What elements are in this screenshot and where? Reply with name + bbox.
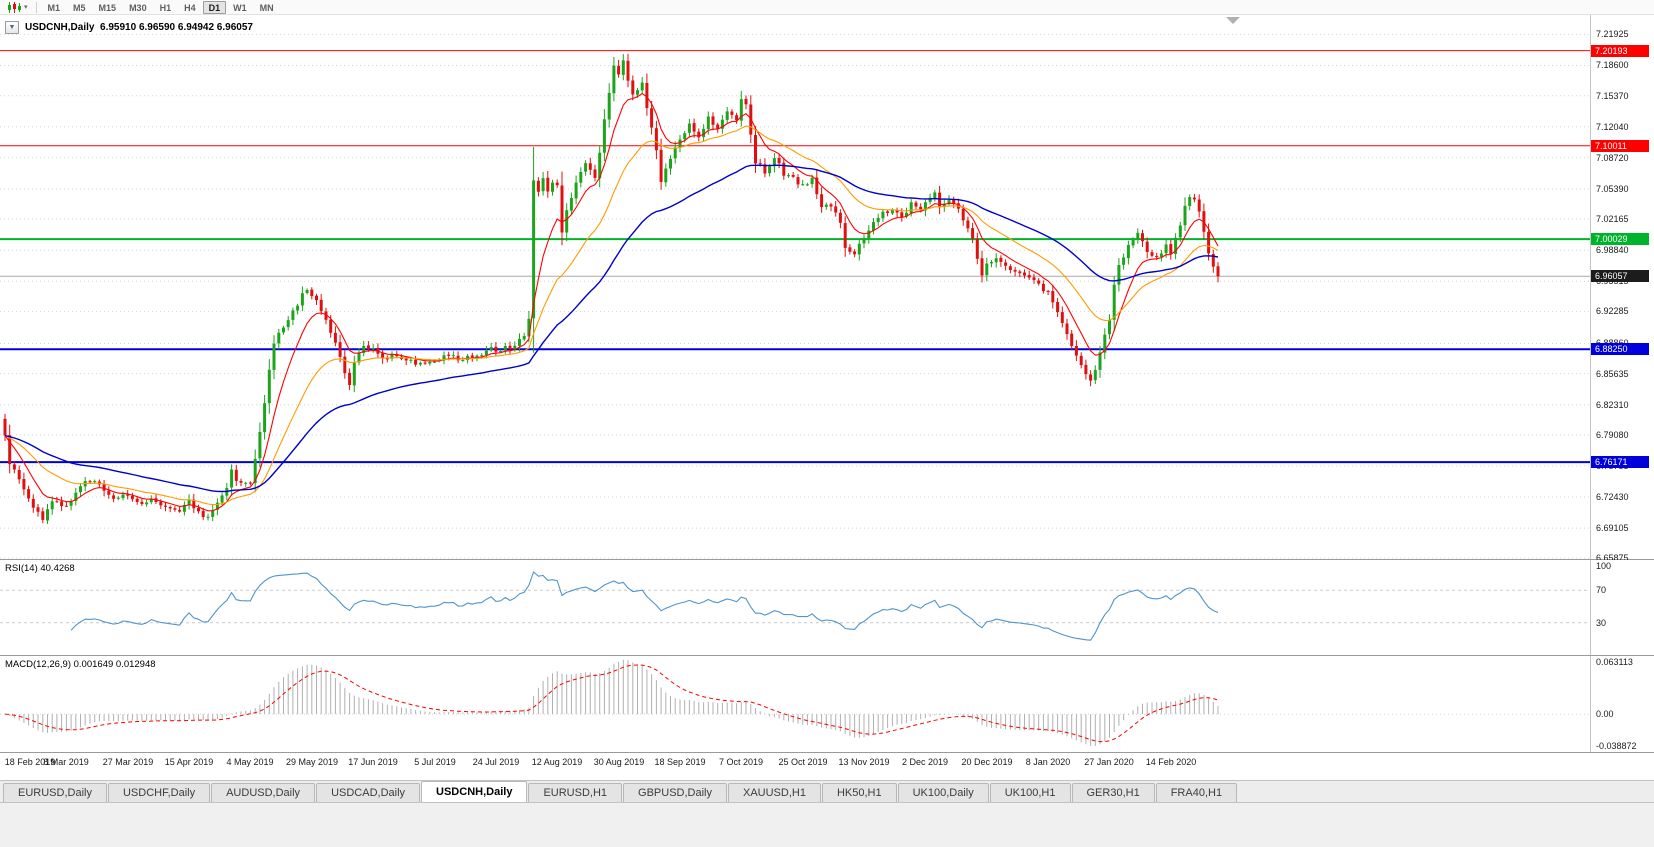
price-axis-label: 7.18600 [1596, 60, 1629, 70]
price-axis[interactable]: 7.21925 7.18600 7.15370 7.12040 7.08720 7.053… [1590, 15, 1654, 563]
price-axis-label: 6.98840 [1596, 245, 1629, 255]
date-axis-label: 18 Sep 2019 [654, 757, 706, 767]
date-axis-label: 18 Feb 2019 [4, 757, 56, 767]
date-axis-label: 13 Nov 2019 [838, 757, 890, 767]
date-axis-label: 8 Mar 2019 [43, 757, 89, 767]
price-axis-label: 6.72430 [1596, 492, 1629, 502]
price-axis-label: 6.69105 [1596, 523, 1629, 533]
rsi-chart[interactable] [0, 560, 1590, 655]
chart-tab-UK100-Daily[interactable]: UK100,Daily [897, 783, 989, 802]
date-axis-label: 30 Aug 2019 [593, 757, 645, 767]
timeframe-button-M1[interactable]: M1 [47, 2, 61, 13]
date-axis-label: 17 Jun 2019 [348, 757, 398, 767]
chevron-down-icon: ▾ [24, 3, 28, 11]
price-axis-label: 7.21925 [1596, 29, 1629, 39]
toolbar-separator [35, 1, 37, 13]
timeframe-buttons: M1 M5 M15 M30 H1 H4 D1 W1 MN [42, 0, 281, 14]
chart-shift-marker [1226, 17, 1240, 24]
chart-tab-EURUSD-Daily[interactable]: EURUSD,Daily [3, 783, 107, 802]
price-chart-panel: 7.21925 7.18600 7.15370 7.12040 7.08720 7.053… [0, 15, 1654, 563]
chart-tab-XAUUSD-H1[interactable]: XAUUSD,H1 [727, 783, 821, 802]
date-axis-label: 24 Jul 2019 [472, 757, 520, 767]
price-axis-label: 7.02165 [1596, 214, 1629, 224]
price-level-badge: 7.00029 [1591, 233, 1649, 245]
rsi-axis-label: 100 [1596, 561, 1612, 571]
date-axis-label: 5 Jul 2019 [414, 757, 456, 767]
chart-tab-UK100-H1[interactable]: UK100,H1 [989, 783, 1071, 802]
chart-tab-USDCNH-Daily[interactable]: USDCNH,Daily [421, 781, 528, 802]
current-price-badge: 6.96057 [1591, 270, 1649, 282]
chart-tabs-bar: EURUSD,Daily USDCHF,Daily AUDUSD,Daily USDC… [0, 780, 1654, 802]
price-axis-label: 7.12040 [1596, 122, 1629, 132]
date-axis-label: 27 Mar 2019 [102, 757, 154, 767]
macd-chart[interactable] [0, 656, 1590, 752]
macd-axis-label: -0.038872 [1596, 741, 1637, 751]
timeframe-button-M15[interactable]: M15 [98, 2, 117, 13]
price-axis-label: 6.82310 [1596, 400, 1629, 410]
rsi-label: RSI(14) 40.4268 [5, 563, 75, 574]
chart-title: ▼ USDCNH,Daily 6.95910 6.96590 6.94942 6… [5, 21, 253, 34]
price-axis-label: 6.92285 [1596, 306, 1629, 316]
chart-tab-EURUSD-H1[interactable]: EURUSD,H1 [528, 783, 623, 802]
date-axis-label: 15 Apr 2019 [164, 757, 214, 767]
chart-tab-USDCAD-Daily[interactable]: USDCAD,Daily [316, 783, 421, 802]
rsi-axis: 100 70 30 [1590, 560, 1654, 655]
date-axis-label: 20 Dec 2019 [961, 757, 1013, 767]
chart-symbol-label: USDCNH,Daily 6.95910 6.96590 6.94942 6.9… [25, 22, 253, 33]
timeframe-button-M5[interactable]: M5 [73, 2, 86, 13]
chart-tab-AUDUSD-Daily[interactable]: AUDUSD,Daily [211, 783, 316, 802]
macd-label: MACD(12,26,9) 0.001649 0.012948 [5, 659, 156, 670]
date-axis-label: 12 Aug 2019 [531, 757, 583, 767]
price-axis-label: 7.08720 [1596, 153, 1629, 163]
status-bar [0, 802, 1654, 847]
date-axis-label: 29 May 2019 [285, 757, 339, 767]
price-level-badge: 7.10011 [1591, 140, 1649, 152]
one-click-expand-icon: ▼ [8, 24, 16, 31]
timeframe-button-MN[interactable]: MN [259, 2, 274, 13]
time-axis[interactable]: 18 Feb 2019 8 Mar 2019 27 Mar 2019 15 Apr 2… [0, 753, 1654, 772]
price-level-badge: 6.88250 [1591, 343, 1649, 355]
chart-type-button[interactable]: ▾ [4, 1, 31, 14]
price-axis-label: 7.15370 [1596, 91, 1629, 101]
chart-ohlc-values: 6.95910 6.96590 6.94942 6.96057 [100, 22, 253, 33]
date-axis-label: 7 Oct 2019 [718, 757, 764, 767]
date-axis-label: 27 Jan 2020 [1084, 757, 1134, 767]
timeframe-toolbar: ▾ M1 M5 M15 M30 H1 H4 D1 W1 MN [0, 0, 1654, 15]
date-axis-label: 25 Oct 2019 [778, 757, 828, 767]
price-level-badge: 6.76171 [1591, 456, 1649, 468]
date-axis-label: 14 Feb 2020 [1145, 757, 1197, 767]
macd-axis-label: 0.00 [1596, 709, 1614, 719]
rsi-axis-label: 30 [1596, 618, 1607, 628]
macd-panel: 0.063113 0.00 -0.038872 MACD(12,26,9) 0.00… [0, 656, 1654, 753]
rsi-panel: 100 70 30 RSI(14) 40.4268 [0, 560, 1654, 656]
timeframe-button-H4[interactable]: H4 [184, 2, 196, 13]
timeframe-button-W1[interactable]: W1 [233, 2, 247, 13]
macd-axis-label: 0.063113 [1596, 657, 1633, 667]
chart-tab-GER30-H1[interactable]: GER30,H1 [1071, 783, 1155, 802]
timeframe-button-H1[interactable]: H1 [159, 2, 172, 13]
timeframe-button-M30[interactable]: M30 [129, 2, 147, 13]
macd-axis: 0.063113 0.00 -0.038872 [1590, 656, 1654, 752]
date-axis-label: 8 Jan 2020 [1025, 757, 1071, 767]
price-axis-label: 6.79080 [1596, 430, 1629, 440]
date-axis-label: 4 May 2019 [226, 757, 274, 767]
candlestick-chart-icon [8, 1, 21, 13]
one-click-trading-toggle[interactable]: ▼ [5, 21, 19, 34]
price-level-badge: 7.20193 [1591, 45, 1649, 57]
price-axis-label: 6.65875 [1596, 553, 1629, 563]
chart-tab-USDCHF-Daily[interactable]: USDCHF,Daily [107, 783, 211, 802]
chart-tab-GBPUSD-Daily[interactable]: GBPUSD,Daily [623, 783, 727, 802]
rsi-axis-label: 70 [1596, 585, 1607, 595]
date-axis-label: 2 Dec 2019 [901, 757, 949, 767]
price-axis-label: 7.05390 [1596, 184, 1629, 194]
chart-tab-FRA40-H1[interactable]: FRA40,H1 [1155, 783, 1238, 802]
chart-tab-HK50-H1[interactable]: HK50,H1 [821, 783, 897, 802]
candlestick-chart[interactable] [0, 15, 1590, 559]
timeframe-button-D1[interactable]: D1 [202, 0, 227, 14]
price-axis-label: 6.85635 [1596, 369, 1629, 379]
